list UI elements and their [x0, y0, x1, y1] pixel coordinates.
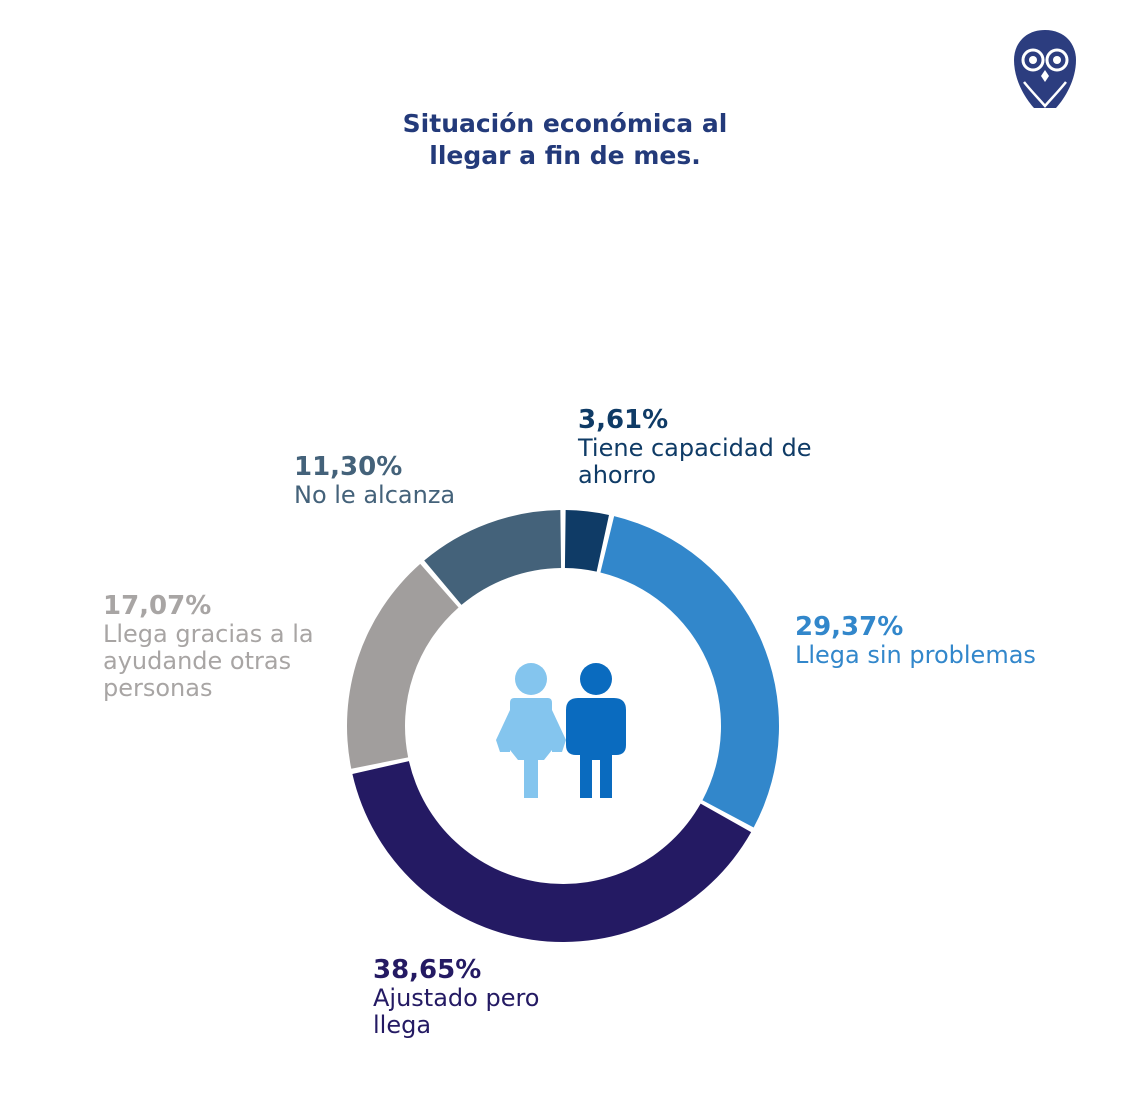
owl-wings	[1023, 81, 1067, 108]
data-label-no-alcanza: 11,30% No le alcanza	[294, 452, 524, 509]
man-head-icon	[580, 663, 612, 695]
slice-sin-problemas	[600, 516, 779, 828]
data-label-ahorro: 3,61% Tiene capacidad de ahorro	[578, 405, 838, 489]
data-label-value: 3,61%	[578, 405, 669, 435]
data-label-ayuda: 17,07% Llega gracias a la ayudande otras…	[103, 591, 348, 702]
data-label-text: Llega sin problemas	[795, 641, 1036, 669]
owl-right-eye	[1045, 48, 1069, 72]
chart-title-line-2: llegar a fin de mes.	[429, 141, 701, 170]
data-label-text: Llega gracias a la ayudande otras person…	[103, 620, 314, 702]
slice-ajustado	[352, 761, 752, 942]
owl-left-pupil	[1029, 56, 1037, 64]
data-label-text: Ajustado pero llega	[373, 984, 540, 1039]
data-label-value: 29,37%	[795, 612, 904, 642]
woman-body-icon	[496, 698, 566, 798]
couple-icon	[496, 663, 626, 798]
data-label-value: 38,65%	[373, 955, 482, 985]
donut-slices	[346, 510, 779, 942]
data-label-text: Tiene capacidad de ahorro	[578, 434, 812, 489]
slice-no-alcanza	[424, 510, 562, 605]
data-label-value: 11,30%	[294, 452, 403, 482]
data-label-value: 17,07%	[103, 591, 212, 621]
chart-title-line-1: Situación económica al	[402, 109, 728, 138]
slice-ayuda	[346, 563, 459, 769]
owl-logo	[1010, 26, 1080, 112]
man-body-icon	[566, 698, 626, 798]
data-label-text: No le alcanza	[294, 481, 456, 509]
owl-right-pupil	[1053, 56, 1061, 64]
owl-icon	[1014, 30, 1076, 108]
slice-ahorro	[564, 510, 609, 572]
owl-beak	[1041, 70, 1049, 82]
chart-title: Situación económica al llegar a fin de m…	[330, 108, 800, 172]
owl-left-eye	[1021, 48, 1045, 72]
woman-head-icon	[515, 663, 547, 695]
data-label-sin-problemas: 29,37% Llega sin problemas	[795, 612, 1095, 669]
data-label-ajustado: 38,65% Ajustado pero llega	[373, 955, 588, 1039]
